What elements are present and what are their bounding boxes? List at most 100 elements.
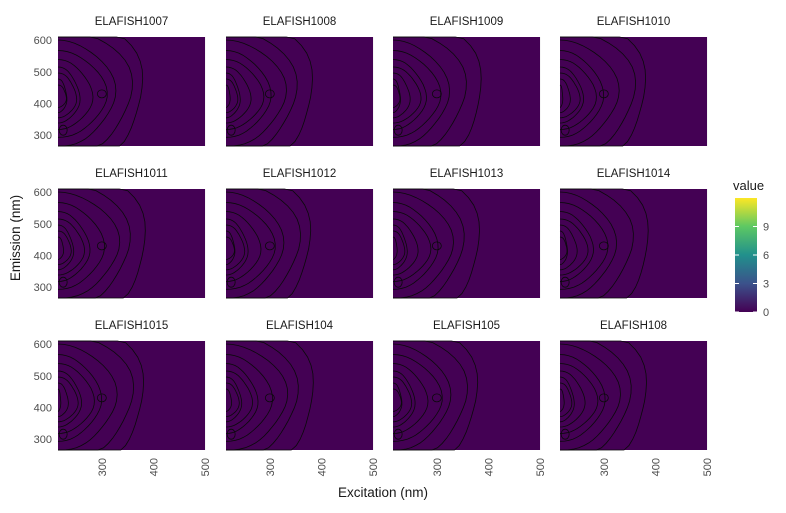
contour-line: [559, 191, 618, 299]
contour-line: [57, 376, 79, 423]
facet-title: ELAFISH1013: [430, 168, 504, 180]
y-tick-label: 500: [34, 371, 52, 383]
x-tick-label: 500: [535, 458, 547, 476]
facet-panel: ELAFISH105 300 400 500: [392, 320, 547, 476]
y-tick-label: 400: [34, 402, 52, 414]
contour-line: [225, 218, 249, 276]
facet-title: ELAFISH108: [600, 320, 667, 332]
contour-line: [225, 388, 232, 412]
contour-peak: [96, 241, 107, 251]
contour-line: [559, 66, 585, 124]
contour-lines: [559, 188, 649, 299]
contour-line: [57, 388, 62, 412]
facet-panel: ELAFISH1015 300 400 500 600 300 400 500: [34, 320, 212, 476]
colorbar-tick-label: 6: [763, 250, 769, 262]
contour-line: [225, 84, 231, 108]
contour-line: [57, 230, 72, 265]
contour-peak: [264, 89, 275, 99]
contour-lines: [559, 340, 647, 451]
contour-line: [393, 36, 467, 147]
facet-panel: ELAFISH1008: [225, 16, 374, 147]
contour-peak: [226, 124, 236, 136]
facet-panel: ELAFISH1014: [559, 168, 708, 299]
facet-panel: ELAFISH1007 300 400 500 600: [34, 16, 206, 147]
colorbar: [735, 198, 757, 312]
contour-peak: [393, 428, 403, 440]
contour-line: [57, 191, 121, 299]
x-tick-label: 300: [599, 458, 611, 476]
contour-lines: [57, 188, 146, 299]
contour-line: [57, 84, 67, 108]
contour-line: [226, 188, 312, 299]
contour-line: [225, 370, 253, 428]
contour-line: [393, 188, 480, 299]
contour-line: [560, 188, 649, 299]
contour-line: [58, 188, 146, 299]
x-tick-label: 400: [483, 458, 495, 476]
contour-line: [392, 230, 406, 265]
facet-title: ELAFISH1011: [95, 168, 168, 180]
legend-title: value: [733, 178, 764, 193]
contour-peak: [226, 276, 236, 288]
contour-line: [392, 388, 402, 412]
facet-title: ELAFISH105: [433, 320, 500, 332]
contour-line: [225, 224, 246, 271]
x-tick-label: 400: [148, 458, 160, 476]
contour-line: [392, 363, 429, 434]
contour-peak: [598, 241, 609, 251]
contour-line: [225, 59, 265, 130]
contour-line: [559, 78, 571, 113]
contour-line: [226, 340, 314, 451]
x-tick-label: 400: [316, 458, 328, 476]
contour-peak: [58, 124, 68, 136]
contour-line: [559, 376, 575, 423]
contour-line: [225, 343, 289, 451]
y-tick-label: 300: [34, 130, 52, 142]
contour-lines: [225, 188, 312, 299]
contour-line: [392, 236, 398, 260]
contour-line: [225, 236, 235, 260]
contour-peak: [58, 428, 68, 440]
y-axis-title: Emission (nm): [8, 195, 23, 281]
facet-title: ELAFISH1012: [263, 168, 337, 180]
contour-peak: [264, 241, 275, 251]
y-tick-label: 600: [34, 187, 52, 199]
contour-line: [392, 211, 432, 282]
contour-line: [57, 50, 108, 138]
contour-line: [393, 340, 468, 451]
contour-line: [57, 354, 103, 442]
facet-title: ELAFISH1008: [263, 16, 337, 28]
contour-peak: [431, 89, 442, 99]
contour-peak: [58, 276, 68, 288]
contour-peak: [393, 124, 403, 136]
contour-line: [225, 202, 276, 290]
facet-title: ELAFISH1010: [597, 16, 671, 28]
contour-peak: [96, 393, 107, 403]
contour-line: [392, 72, 411, 119]
heatmap-fill: [58, 189, 205, 298]
contour-peak: [431, 393, 442, 403]
contour-line: [392, 376, 413, 423]
contour-line: [559, 354, 606, 442]
x-tick-label: 300: [265, 458, 277, 476]
contour-line: [225, 191, 285, 299]
y-tick-label: 600: [34, 35, 52, 47]
contour-line: [58, 36, 144, 147]
contour-line: [392, 50, 442, 138]
facet-panel: ELAFISH104 300 400 500: [225, 320, 380, 476]
facet-title: ELAFISH1007: [95, 16, 169, 28]
contour-line: [559, 211, 594, 282]
contour-line: [392, 370, 416, 428]
contour-line: [226, 188, 301, 299]
contour-line: [393, 188, 465, 299]
facet-panel: ELAFISH1011 300 400 500 600: [34, 168, 206, 299]
contour-line: [559, 343, 621, 451]
contour-line: [57, 370, 83, 428]
contour-line: [560, 340, 647, 451]
contour-line: [392, 354, 443, 442]
x-tick-label: 300: [97, 458, 109, 476]
contour-line: [392, 78, 401, 113]
y-tick-label: 300: [34, 282, 52, 294]
contour-line: [560, 36, 647, 147]
